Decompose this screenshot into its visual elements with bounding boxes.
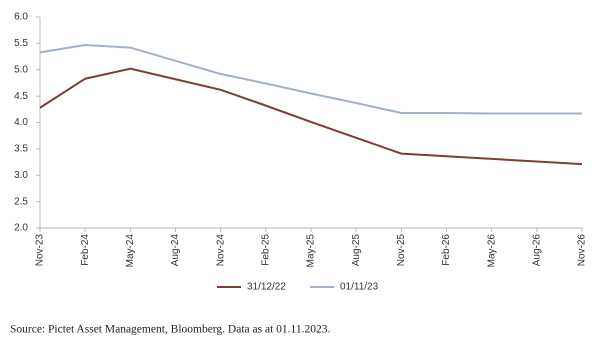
y-tick-label: 6.0 xyxy=(14,12,28,23)
y-tick-label: 4.0 xyxy=(14,117,28,128)
line-series xyxy=(39,43,582,115)
y-tick-label: 4.5 xyxy=(14,91,28,102)
line-series xyxy=(39,67,583,166)
x-tick-label: Nov-24 xyxy=(215,234,226,267)
x-tick-label: Aug-26 xyxy=(531,234,542,267)
legend-label: 31/12/22 xyxy=(247,282,286,293)
x-tick-label: Feb-26 xyxy=(441,234,452,266)
x-tick-label: May-26 xyxy=(486,234,497,268)
y-tick-label: 2.0 xyxy=(14,223,28,234)
x-tick-label: May-24 xyxy=(125,234,136,268)
y-tick-label: 3.5 xyxy=(14,144,28,155)
y-tick-label: 5.5 xyxy=(14,38,28,49)
x-tick-label: Feb-25 xyxy=(260,234,271,266)
x-tick-label: May-25 xyxy=(306,234,317,268)
y-tick-label: 2.5 xyxy=(14,196,28,207)
x-tick-label: Aug-24 xyxy=(170,234,181,267)
source-note: Source: Pictet Asset Management, Bloombe… xyxy=(10,324,330,336)
y-tick-label: 3.0 xyxy=(14,170,28,181)
x-tick-label: Nov-23 xyxy=(35,234,46,267)
x-tick-label: Feb-24 xyxy=(80,234,91,266)
x-tick-label: Nov-25 xyxy=(396,234,407,267)
x-tick-label: Nov-26 xyxy=(577,234,588,267)
y-tick-label: 5.0 xyxy=(14,64,28,75)
legend-label: 01/11/23 xyxy=(340,282,379,293)
x-tick-label: Aug-25 xyxy=(351,234,362,267)
